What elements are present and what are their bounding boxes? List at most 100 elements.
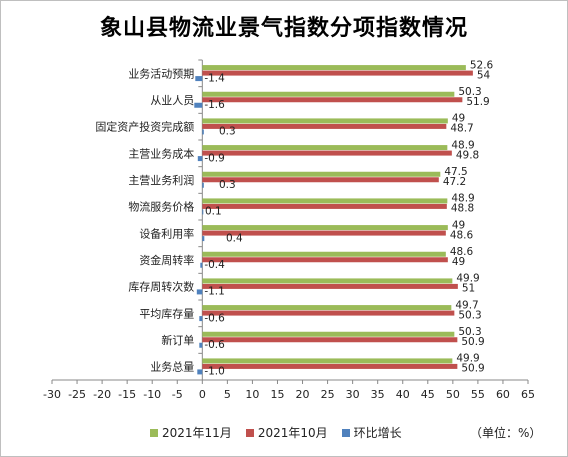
bar-oct xyxy=(202,283,458,289)
x-tick-label: 55 xyxy=(471,388,485,401)
data-label-oct: 54 xyxy=(477,69,491,81)
data-label-oct: 50.9 xyxy=(461,336,484,348)
legend-item-growth: 环比增长 xyxy=(341,424,402,441)
data-label-growth: -0.4 xyxy=(204,259,225,271)
data-label-growth: -0.6 xyxy=(204,339,225,351)
bar-growth xyxy=(199,316,203,322)
bar-nov xyxy=(202,305,452,311)
bar-oct xyxy=(202,177,439,183)
bar-growth xyxy=(197,156,203,162)
bar-growth xyxy=(196,289,203,295)
bar-oct xyxy=(202,337,458,343)
x-tick-label: 30 xyxy=(346,388,360,401)
legend-swatch-nov xyxy=(150,428,158,437)
data-label-growth: -1.6 xyxy=(204,99,225,111)
x-tick-label: 0 xyxy=(199,388,206,401)
data-label-nov: 48.9 xyxy=(451,193,474,205)
x-tick-label: -5 xyxy=(172,388,183,401)
data-label-growth: 0.3 xyxy=(219,179,236,191)
chart-title: 象山县物流业景气指数分项指数情况 xyxy=(99,15,468,41)
data-label-nov: 49 xyxy=(452,219,465,231)
data-label-nov: 49 xyxy=(452,113,465,125)
x-tick-label: 40 xyxy=(396,388,410,401)
bar-growth xyxy=(202,182,204,188)
category-label: 新订单 xyxy=(161,333,194,347)
category-label: 库存周转次数 xyxy=(128,280,194,294)
category-label: 资金周转率 xyxy=(139,253,194,267)
x-tick-label: 35 xyxy=(371,388,385,401)
data-label-growth: 0.1 xyxy=(205,206,222,218)
x-tick-label: 45 xyxy=(421,388,435,401)
bar-oct xyxy=(202,150,452,156)
bar-oct xyxy=(202,203,447,209)
legend-label-growth: 环比增长 xyxy=(353,426,402,440)
data-label-oct: 51 xyxy=(462,283,475,295)
data-label-oct: 48.7 xyxy=(450,123,473,135)
bar-growth xyxy=(200,262,203,268)
x-tick-label: -10 xyxy=(143,388,161,401)
data-label-oct: 48.6 xyxy=(450,229,474,241)
data-label-oct: 50.9 xyxy=(461,363,484,375)
x-tick-label: 20 xyxy=(296,388,310,401)
category-label: 从业人员 xyxy=(150,94,194,107)
bar-growth xyxy=(197,369,203,375)
category-label: 平均库存量 xyxy=(139,306,194,320)
bar-nov xyxy=(202,198,448,204)
data-label-growth: -1.4 xyxy=(204,72,225,84)
x-tick-label: 15 xyxy=(270,388,284,401)
data-label-nov: 48.6 xyxy=(450,246,474,258)
bar-oct xyxy=(202,123,447,129)
data-label-nov: 49.9 xyxy=(456,273,479,285)
bar-nov xyxy=(202,251,446,257)
legend-label-oct: 2021年10月 xyxy=(257,426,328,440)
bar-nov xyxy=(202,118,448,124)
legend-item-oct: 2021年10月 xyxy=(245,424,328,441)
x-tick-label: -30 xyxy=(43,388,61,401)
x-tick-label: -15 xyxy=(118,388,136,401)
legend: 2021年11月 2021年10月 环比增长 xyxy=(150,424,402,441)
legend-swatch-growth xyxy=(341,428,350,437)
category-label: 主营业务利润 xyxy=(128,173,194,187)
category-label: 主营业务成本 xyxy=(128,146,194,160)
bar-oct xyxy=(202,310,455,316)
x-tick-label: -20 xyxy=(93,388,111,401)
unit-label: （单位：%） xyxy=(470,426,542,440)
bar-nov xyxy=(202,91,455,97)
category-label: 业务总量 xyxy=(150,360,194,374)
data-label-oct: 48.8 xyxy=(451,203,474,215)
category-label: 业务活动预期 xyxy=(128,67,194,80)
data-label-oct: 51.9 xyxy=(466,96,489,108)
bar-nov xyxy=(202,278,453,284)
category-label: 物流服务价格 xyxy=(128,200,194,214)
x-tick-label: 60 xyxy=(496,388,510,401)
category-label: 固定资产投资完成额 xyxy=(95,120,194,134)
x-tick-label: 50 xyxy=(446,388,460,401)
x-tick-label: 25 xyxy=(321,388,335,401)
data-label-growth: -0.6 xyxy=(204,312,225,324)
bar-growth xyxy=(202,129,204,135)
data-label-growth: -1.1 xyxy=(204,286,225,298)
bar-growth xyxy=(194,102,203,108)
bar-oct xyxy=(202,70,473,76)
bar-oct xyxy=(202,257,448,263)
x-tick-label: 65 xyxy=(521,388,535,401)
data-label-oct: 47.2 xyxy=(443,176,466,188)
bar-oct xyxy=(202,230,446,236)
data-label-nov: 50.3 xyxy=(458,326,481,338)
bar-oct xyxy=(202,363,458,369)
bar-growth xyxy=(202,236,205,242)
legend-item-nov: 2021年11月 xyxy=(150,424,232,441)
bar-nov xyxy=(202,331,455,337)
bar-growth xyxy=(202,209,204,215)
data-label-nov: 48.9 xyxy=(451,139,474,151)
data-label-nov: 49.9 xyxy=(456,353,479,365)
bar-nov xyxy=(202,65,466,71)
data-label-nov: 52.6 xyxy=(470,59,494,71)
data-label-nov: 49.7 xyxy=(455,299,478,311)
category-label: 设备利用率 xyxy=(139,226,194,240)
data-label-oct: 49 xyxy=(452,256,465,268)
bar-nov xyxy=(202,225,448,231)
bar-growth xyxy=(199,342,203,348)
bar-nov xyxy=(202,358,453,364)
